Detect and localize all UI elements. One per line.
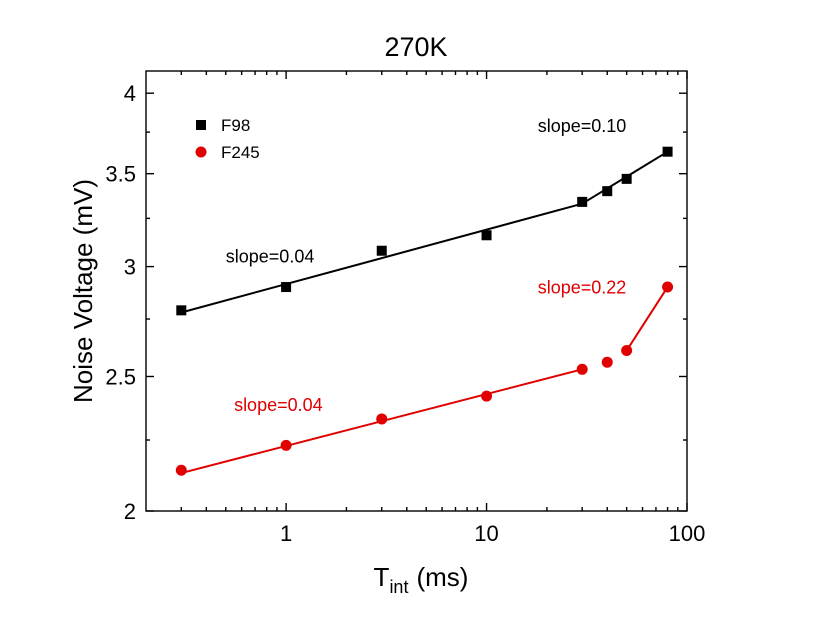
data-point-circle (576, 363, 588, 375)
slope-annotation: slope=0.04 (234, 395, 323, 415)
x-tick-label: 10 (474, 521, 498, 546)
y-axis-label: Noise Voltage (mV) (68, 179, 98, 403)
plot-frame (145, 70, 688, 512)
y-tick-label: 2.5 (105, 364, 136, 389)
data-point-circle (481, 390, 493, 402)
data-point-square (281, 282, 292, 293)
x-axis-label-subscript: int (389, 577, 408, 597)
data-point-square (176, 305, 187, 316)
data-point-circle (621, 345, 633, 357)
data-point-square (577, 196, 588, 207)
legend-label: F98 (221, 116, 250, 135)
slope-annotations: slope=0.04 slope=0.10 slope=0.04 slope=0.22 (226, 116, 627, 415)
data-point-circle (376, 413, 388, 425)
data-point-square (481, 230, 492, 241)
data-point-square (621, 173, 632, 184)
x-axis-label: Tint (ms) (374, 562, 469, 597)
x-axis-label-main: T (374, 562, 390, 592)
y-tick-label: 2 (124, 499, 136, 524)
legend-marker-circle (195, 146, 207, 158)
legend-label: F245 (221, 143, 260, 162)
slope-annotation: slope=0.22 (538, 277, 627, 297)
slope-annotation: slope=0.10 (538, 116, 627, 136)
x-tick-label: 100 (669, 521, 706, 546)
fit-line-series-1 (181, 202, 583, 314)
fit-line-series-2 (625, 286, 669, 352)
y-tick-label: 3 (124, 255, 136, 280)
data-markers (175, 146, 674, 476)
data-point-circle (175, 464, 187, 476)
x-axis: 1 10 100 (180, 71, 706, 546)
legend-marker-square (196, 120, 206, 130)
data-point-circle (662, 281, 674, 293)
legend: F98 F245 (195, 116, 260, 162)
slope-annotation: slope=0.04 (226, 247, 315, 267)
chart-title: 270K (384, 32, 447, 62)
x-axis-label-unit: (ms) (416, 562, 468, 592)
data-point-square (602, 186, 613, 197)
y-axis: 2 2.5 3 3.5 4 (105, 81, 687, 524)
fit-lines (181, 150, 669, 475)
data-point-circle (280, 439, 292, 451)
data-point-square (662, 146, 673, 157)
y-tick-label: 4 (124, 81, 136, 106)
x-tick-label: 1 (280, 521, 292, 546)
data-point-circle (601, 356, 613, 368)
y-tick-label: 3.5 (105, 162, 136, 187)
data-point-square (376, 245, 387, 256)
